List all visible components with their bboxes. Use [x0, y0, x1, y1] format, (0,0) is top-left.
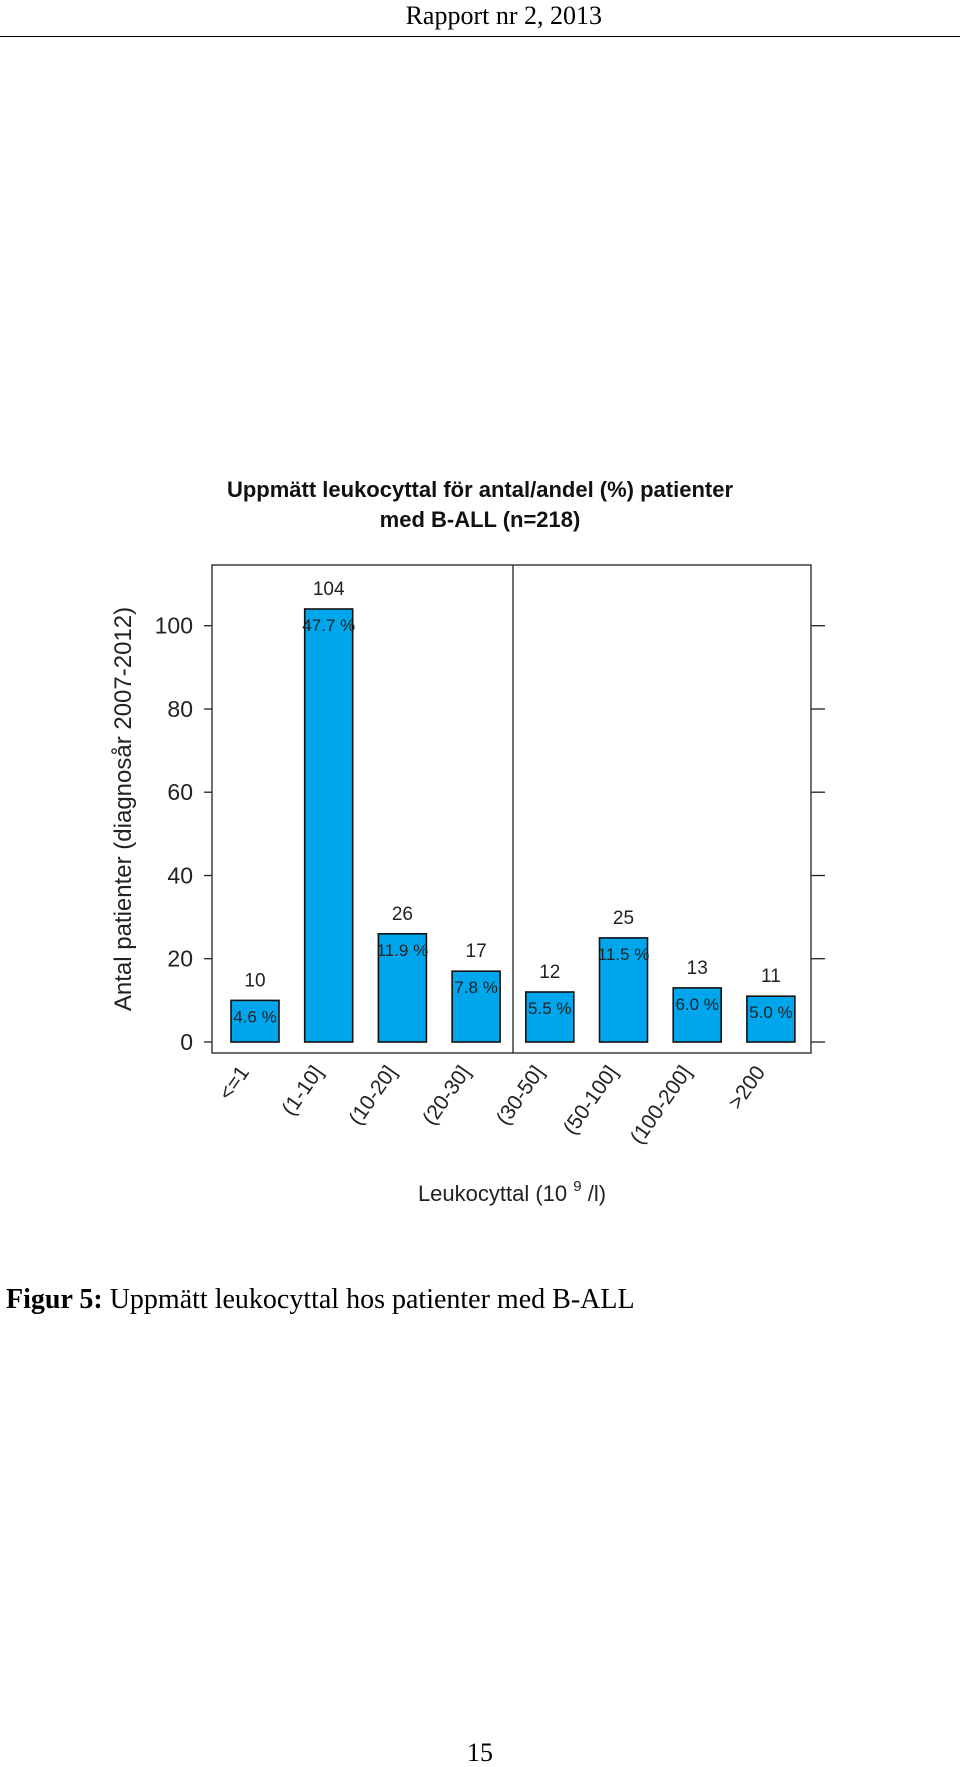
- x-axis-label-superscript: 9: [573, 1178, 581, 1195]
- x-tick-label: <=1: [214, 1062, 254, 1105]
- figure-caption-label: Figur 5:: [6, 1284, 103, 1315]
- x-tick-label: (30-50]: [492, 1062, 549, 1130]
- page-number: 15: [467, 1738, 493, 1767]
- x-tick-label: (10-20]: [344, 1062, 401, 1130]
- bar-count-label: 13: [687, 958, 708, 979]
- y-axis-label: Antal patienter (diagnosår 2007-2012): [110, 607, 137, 1011]
- y-tick-label: 80: [167, 696, 193, 722]
- header-rule: [0, 36, 960, 37]
- y-tick-label: 0: [180, 1029, 193, 1055]
- bar-count-label: 12: [539, 962, 560, 983]
- bar: [672, 987, 723, 1043]
- x-tick-label: >200: [724, 1062, 770, 1114]
- chart-title-line1: Uppmätt leukocyttal för antal/andel (%) …: [227, 477, 734, 502]
- chart-title-line2: med B-ALL (n=218): [380, 507, 581, 532]
- x-axis-label: Leukocyttal (10 9 /l): [418, 1171, 606, 1206]
- y-tick-label: 60: [167, 779, 193, 805]
- bar: [230, 999, 280, 1043]
- bar-percent-label: 5.0 %: [749, 1003, 792, 1022]
- x-axis-label-suffix: /l): [588, 1181, 606, 1206]
- bar-percent-label: 47.7 %: [302, 616, 355, 635]
- bar-percent-label: 11.9 %: [377, 941, 429, 960]
- bar: [524, 991, 575, 1043]
- bar-count-label: 104: [313, 579, 345, 600]
- x-tick-label: (50-100]: [559, 1062, 623, 1139]
- bar-count-label: 25: [613, 908, 634, 929]
- running-header: Rapport nr 2, 2013: [405, 1, 602, 30]
- bar-count-label: 26: [392, 904, 413, 925]
- bar-percent-label: 11.5 %: [598, 945, 650, 964]
- bar-percent-label: 5.5 %: [528, 999, 571, 1018]
- bar-count-label: 10: [244, 970, 265, 991]
- bar: [377, 932, 428, 1043]
- y-tick-label: 40: [167, 863, 193, 889]
- bar: [451, 970, 501, 1043]
- x-tick-label: (1-10]: [277, 1062, 327, 1120]
- x-tick-label: (20-30]: [418, 1062, 475, 1130]
- y-tick-label: 100: [155, 613, 193, 639]
- x-axis-label-prefix: Leukocyttal (10: [418, 1181, 567, 1206]
- bar: [746, 995, 796, 1043]
- bar: [598, 937, 649, 1043]
- bar-percent-label: 4.6 %: [233, 1007, 276, 1026]
- figure-caption: Figur 5: Uppmätt leukocyttal hos patient…: [6, 1282, 635, 1318]
- bar-count-label: 11: [761, 966, 781, 987]
- x-tick-label: (100-200]: [626, 1062, 696, 1149]
- bar-percent-label: 6.0 %: [675, 995, 718, 1014]
- bar-count-label: 17: [466, 941, 487, 962]
- y-tick-label: 20: [167, 946, 193, 972]
- plot-frame: [211, 564, 812, 1054]
- bar: [303, 608, 354, 1043]
- bar-percent-label: 7.8 %: [454, 978, 497, 997]
- figure-caption-text: Uppmätt leukocyttal hos patienter med B-…: [109, 1284, 635, 1315]
